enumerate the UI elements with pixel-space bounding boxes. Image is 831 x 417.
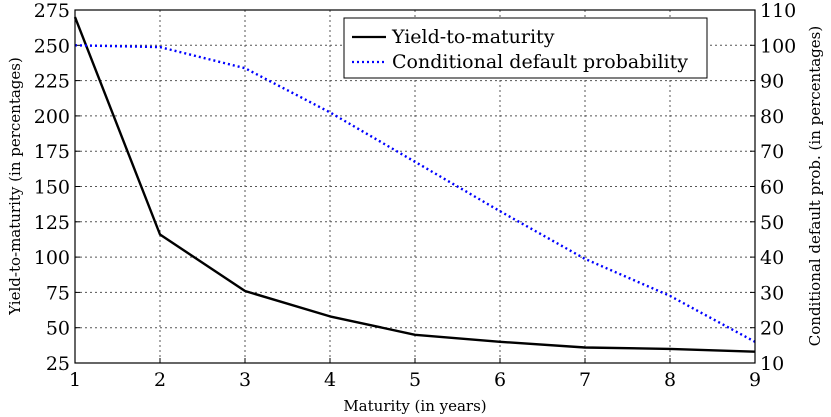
x-tick-label: 3 (239, 369, 251, 391)
x-tick-label: 7 (579, 369, 591, 391)
grid-lines (75, 10, 755, 363)
x-tick-label: 5 (409, 369, 421, 391)
series-lines (73, 16, 756, 353)
x-tick-label: 2 (154, 369, 166, 391)
y-tick-label-left: 175 (34, 141, 70, 163)
legend-label-yield: Yield-to-maturity (391, 26, 555, 48)
y-tick-label-left: 150 (34, 177, 70, 199)
y-tick-label-left: 50 (46, 318, 70, 340)
y-tick-label-left: 225 (34, 71, 70, 93)
y-tick-label-right: 60 (760, 177, 784, 199)
y-tick-label-right: 50 (760, 212, 784, 234)
y-tick-label-right: 10 (760, 353, 784, 375)
y-tick-label-left: 100 (34, 247, 70, 269)
x-axis-label: Maturity (in years) (343, 397, 486, 415)
y-tick-label-right: 100 (760, 35, 796, 57)
y-tick-label-left: 275 (34, 0, 70, 22)
y-tick-label-left: 75 (46, 282, 70, 304)
x-tick-label: 6 (494, 369, 506, 391)
legend-label-default-prob: Conditional default probability (392, 51, 688, 73)
y-tick-label-left: 200 (34, 106, 70, 128)
y-axis-label-right: Conditional default prob. (in percentage… (806, 26, 824, 346)
x-tick-label: 8 (664, 369, 676, 391)
x-tick-label: 9 (749, 369, 761, 391)
x-tick-label: 1 (69, 369, 81, 391)
y-tick-label-right: 20 (760, 318, 784, 340)
plot-frame (74, 9, 756, 364)
y-tick-label-left: 25 (46, 353, 70, 375)
y-tick-label-right: 80 (760, 106, 784, 128)
y-tick-label-right: 40 (760, 247, 784, 269)
y-tick-label-left: 250 (34, 35, 70, 57)
legend-box (343, 17, 708, 79)
y-tick-label-right: 90 (760, 71, 784, 93)
y-tick-label-right: 30 (760, 282, 784, 304)
default-probability-line (74, 44, 756, 343)
legend: Yield-to-maturity Conditional default pr… (343, 17, 708, 79)
y-tick-label-left: 125 (34, 212, 70, 234)
yield-to-maturity-line (73, 16, 756, 353)
x-tick-label: 4 (324, 369, 336, 391)
tick-labels: 1 2 3 4 5 6 7 8 9 25 50 75 100 125 150 175 200 225 250 275 1… (34, 0, 797, 391)
y-tick-label-right: 110 (760, 0, 796, 22)
y-axis-label-left: Yield-to-maturity (in percentages) (6, 57, 24, 316)
y-tick-label-right: 70 (760, 141, 784, 163)
